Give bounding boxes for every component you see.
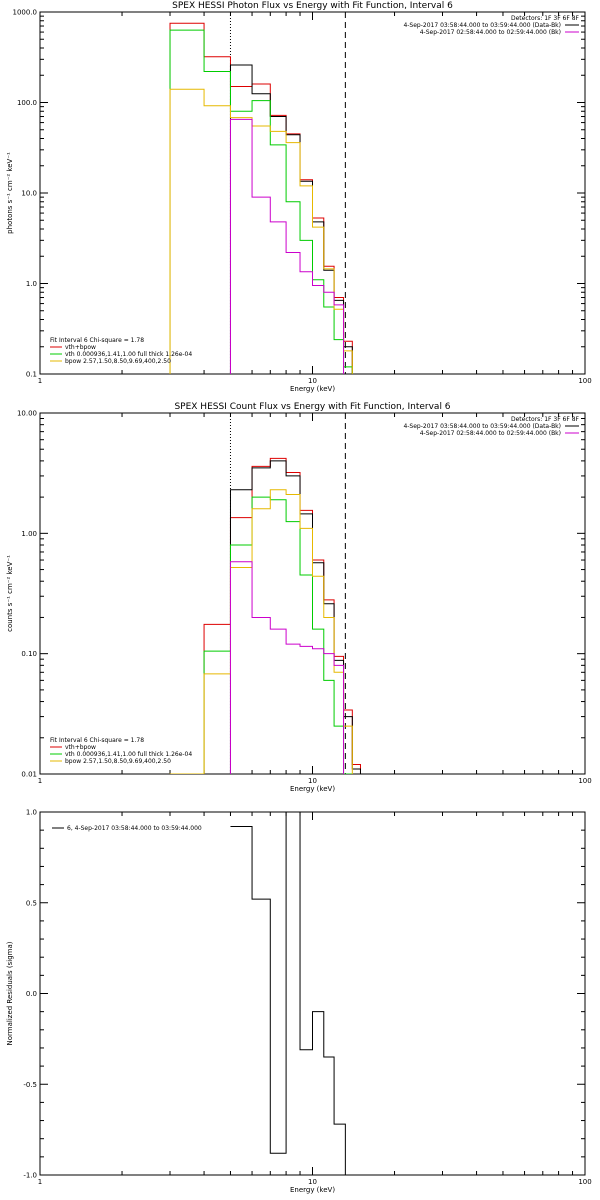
chart-panel-2: SPEX HESSI Count Flux vs Energy with Fit… [6,402,592,793]
y-tick-label: 1000.0 [13,9,38,17]
x-tick-label: 100 [578,1178,591,1186]
time-range-label: 4-Sep-2017 02:58:44.000 to 02:59:44.000 … [420,430,561,437]
y-tick-label: 10.0 [21,190,37,198]
plot-area [169,12,353,374]
y-axis-label: photons s⁻¹ cm⁻² keV⁻¹ [6,152,14,234]
x-axis-label: Energy (keV) [290,385,335,393]
y-tick-label: -0.5 [23,1081,37,1089]
fit-info-label: Fit Interval 6 Chi-square = 1.78 [50,737,144,744]
y-tick-label: 0.10 [21,650,37,658]
y-tick-label: 0.1 [26,371,37,379]
x-tick-label: 1 [38,1178,42,1186]
y-tick-label: -1.0 [23,1172,37,1180]
detectors-label: Detectors: 1F 3F 6F 8F [511,15,580,22]
x-tick-label: 1 [38,777,42,785]
y-tick-label: 1.0 [26,280,37,288]
series-vth-bpow [169,22,353,374]
series-bk [229,561,345,774]
y-axis-label: Normalized Residuals (sigma) [6,941,14,1045]
series-vth [169,496,353,774]
y-tick-label: 0.01 [21,771,37,779]
plot-area [169,413,361,774]
time-range-label: 4-Sep-2017 02:58:44.000 to 02:59:44.000 … [420,29,561,36]
y-tick-label: 0.0 [26,990,37,998]
legend-entry: vth+bpow [65,744,96,751]
legend-entry: bpow 2.57,1.50,8.50,9.69,400,2.50 [65,758,171,765]
x-tick-label: 10 [308,1178,317,1186]
legend-entry: vth 0.000936,1.41,1.00 full thick 1.26e-… [65,751,192,758]
legend-entry: bpow 2.57,1.50,8.50,9.69,400,2.50 [65,358,171,365]
y-tick-label: 1.00 [21,530,37,538]
y-tick-label: 10.00 [17,410,37,418]
y-tick-label: 1.0 [26,809,37,817]
time-range-label: 4-Sep-2017 03:58:44.000 to 03:59:44.000 … [403,423,561,430]
y-tick-label: 0.5 [26,899,37,907]
series-vth [169,29,353,374]
x-axis-label: Energy (keV) [290,785,335,793]
chart-panel-3: 1 10 100 Energy (keV) -1.0 -0.5 0.0 0.5 1.0 Norma… [6,809,592,1195]
series-data-bk [229,64,353,374]
series-data-bk [229,460,361,774]
series-6-4-sep-2017-03-58-44-000-to-03-59-44-000 [230,812,346,1175]
series-bpow [169,88,353,374]
series-bpow [169,489,353,774]
legend-entry: vth+bpow [65,344,96,351]
x-axis-label: Energy (keV) [290,1186,335,1194]
detectors-label: Detectors: 1F 3F 6F 8F [511,416,580,423]
legend-entry: 6, 4-Sep-2017 03:58:44.000 to 03:59:44.0… [67,825,202,832]
x-tick-label: 100 [578,777,591,785]
plot-frame [39,811,586,1176]
x-tick-label: 10 [308,777,317,785]
fit-info-label: Fit Interval 6 Chi-square = 1.78 [50,337,144,344]
series-bk [229,118,345,374]
x-tick-label: 100 [578,377,591,385]
y-tick-label: 100.0 [17,99,37,107]
legend-entry: vth 0.000936,1.41,1.00 full thick 1.26e-… [65,351,192,358]
x-tick-label: 1 [38,377,42,385]
time-range-label: 4-Sep-2017 03:58:44.000 to 03:59:44.000 … [403,22,561,29]
x-tick-label: 10 [308,377,317,385]
chart-title: SPEX HESSI Photon Flux vs Energy with Fi… [172,1,453,11]
plot-area [230,812,346,1175]
y-axis-label: counts s⁻¹ cm⁻² keV⁻¹ [6,555,14,632]
chart-title: SPEX HESSI Count Flux vs Energy with Fit… [174,402,450,412]
chart-panel-1: SPEX HESSI Photon Flux vs Energy with Fi… [6,1,592,393]
